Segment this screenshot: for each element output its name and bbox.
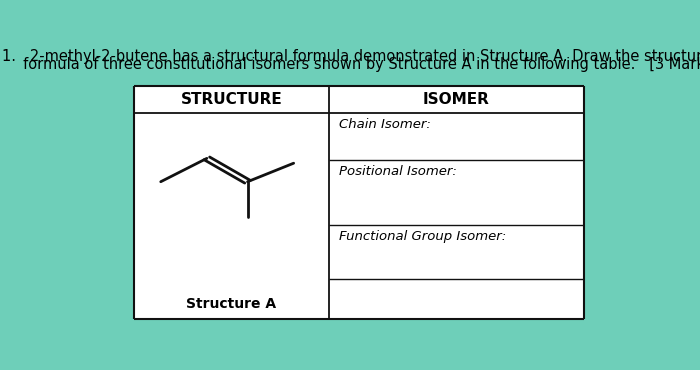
Bar <box>134 86 584 319</box>
Text: STRUCTURE: STRUCTURE <box>181 92 282 107</box>
Text: formula of three constitutional isomers shown by Structure A in the following ta: formula of three constitutional isomers … <box>0 57 700 72</box>
Text: ISOMER: ISOMER <box>423 92 490 107</box>
Text: Positional Isomer:: Positional Isomer: <box>339 165 456 178</box>
Text: Functional Group Isomer:: Functional Group Isomer: <box>339 231 506 243</box>
Text: Chain Isomer:: Chain Isomer: <box>339 118 430 131</box>
Text: 1.   2-methyl-2-butene has a structural formula demonstrated in Structure A. Dra: 1. 2-methyl-2-butene has a structural fo… <box>2 49 700 64</box>
Text: Structure A: Structure A <box>186 297 276 311</box>
